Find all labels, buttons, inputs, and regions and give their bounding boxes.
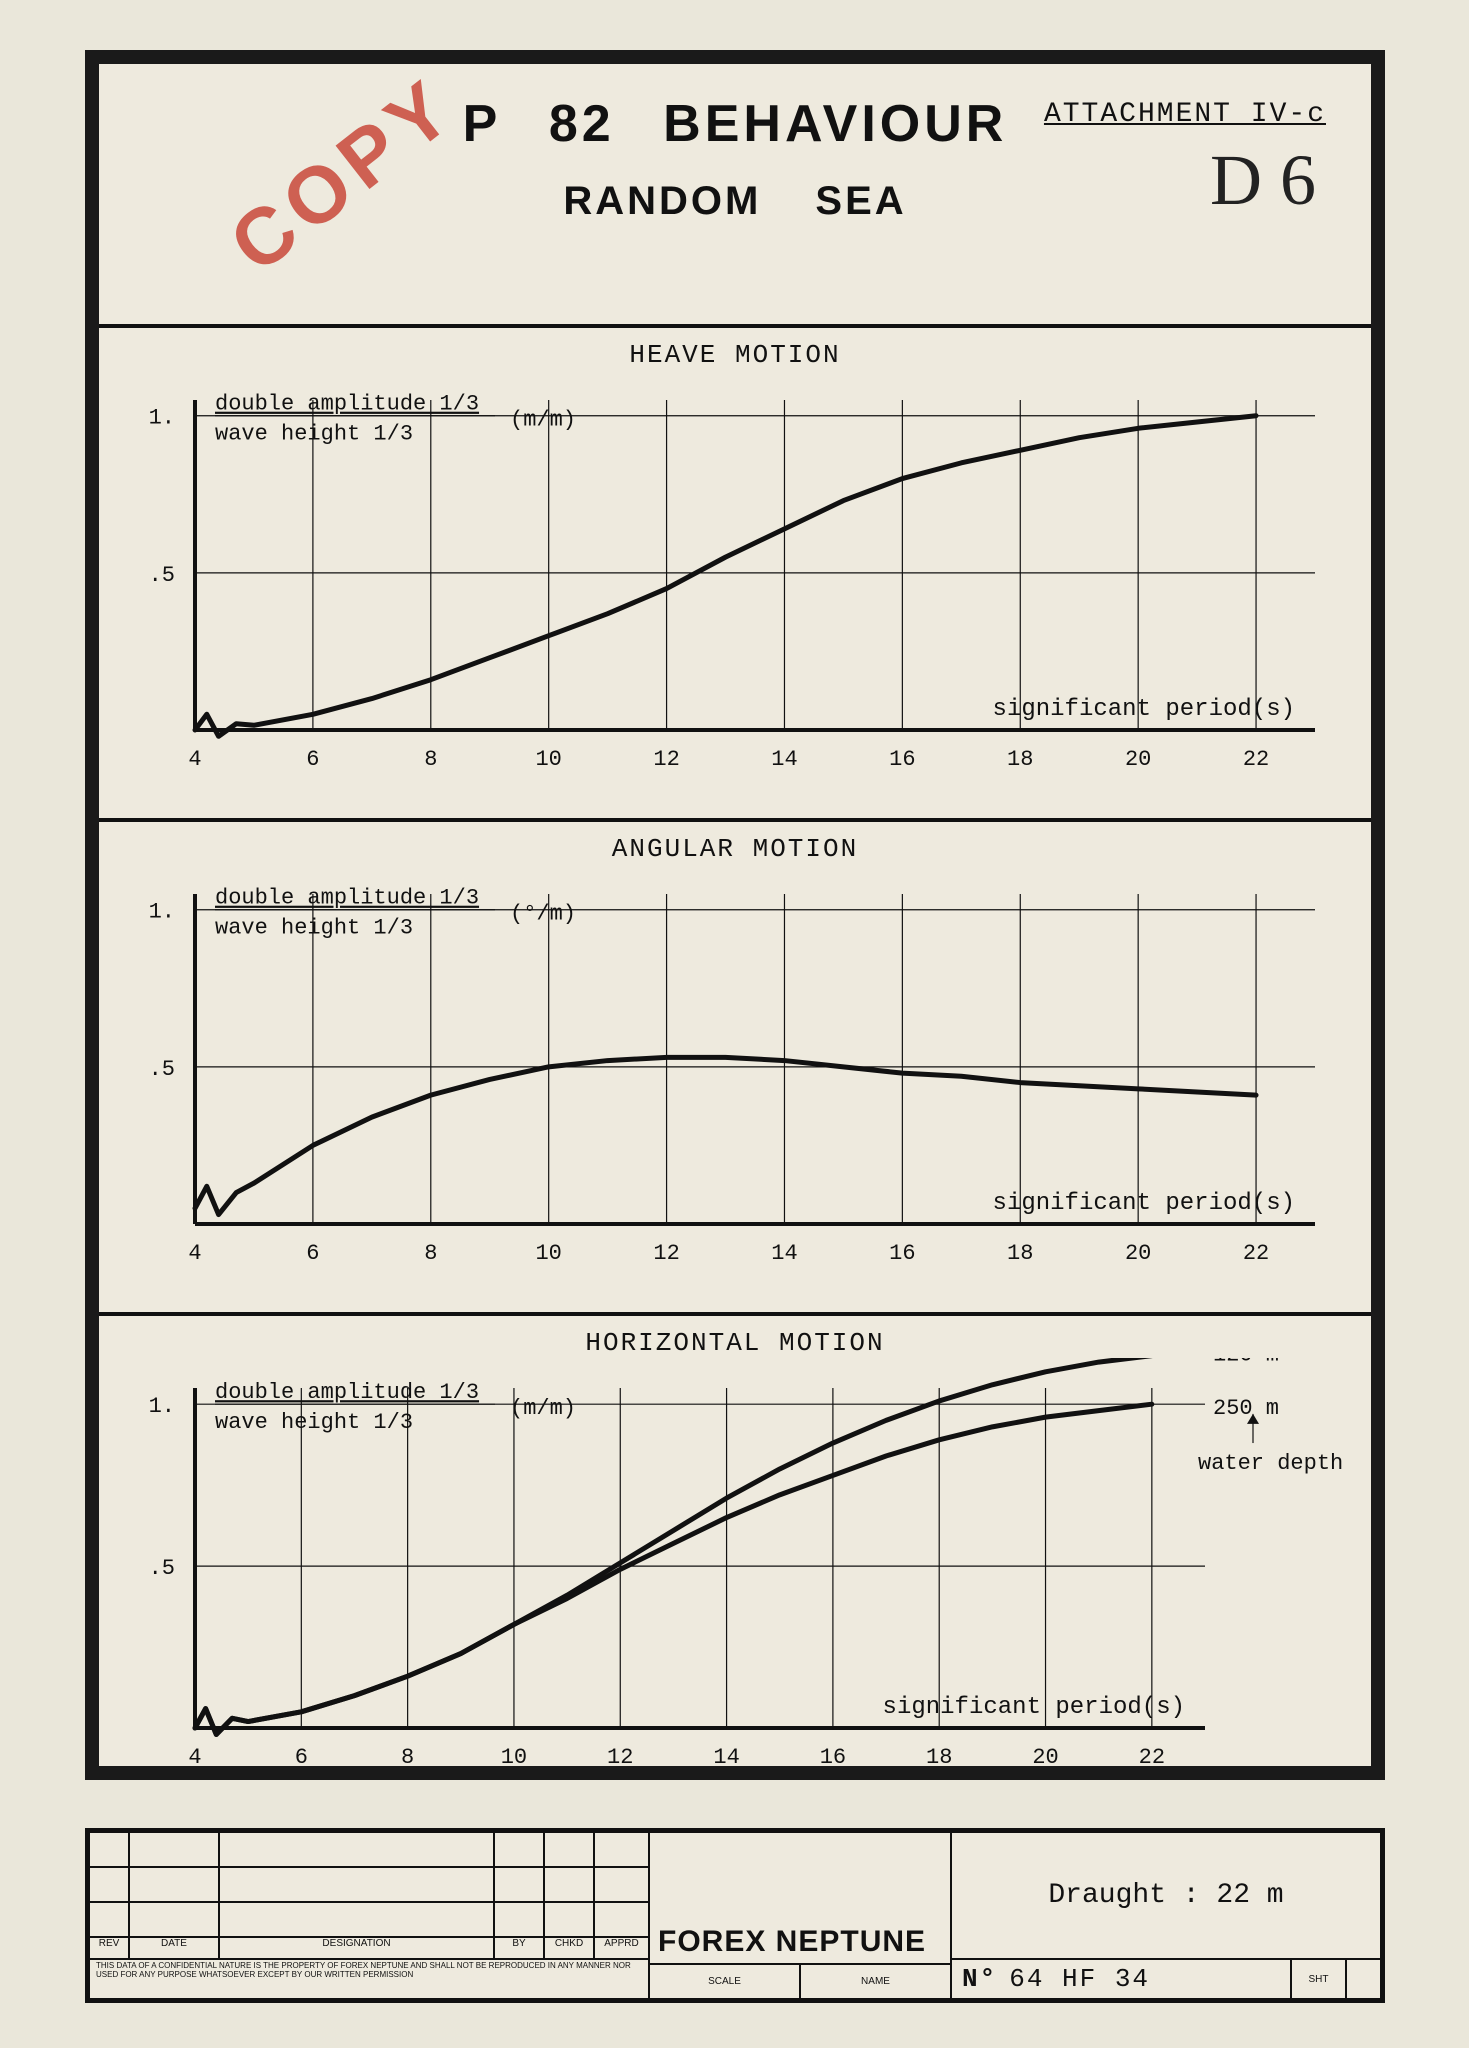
svg-text:wave height 1/3: wave height 1/3 [215, 916, 413, 941]
rev-header-rev: REV [89, 1937, 129, 1959]
svg-text:16: 16 [820, 1745, 846, 1770]
svg-text:22: 22 [1243, 1241, 1269, 1266]
svg-text:significant period(s): significant period(s) [993, 1190, 1295, 1217]
svg-text:(m/m): (m/m) [510, 408, 576, 433]
svg-text:18: 18 [1007, 1241, 1033, 1266]
drawing-title-block: REV DATE DESIGNATION BY CHKD APPRD THIS … [85, 1828, 1385, 2003]
svg-text:(m/m): (m/m) [510, 1396, 576, 1421]
svg-text:10: 10 [535, 747, 561, 772]
drawing-no-prefix: N° [962, 1964, 997, 1994]
svg-text:12: 12 [653, 747, 679, 772]
svg-text:18: 18 [1007, 747, 1033, 772]
svg-text:8: 8 [424, 1241, 437, 1266]
rev-header-date: DATE [129, 1937, 219, 1959]
svg-text:18: 18 [926, 1745, 952, 1770]
scale-label: SCALE [649, 1964, 800, 1999]
svg-text:10: 10 [535, 1241, 561, 1266]
draught-text: Draught : 22 m [1048, 1880, 1283, 1911]
page-root: COPY ATTACHMENT IV-c D 6 P 82 BEHAVIOUR … [0, 0, 1469, 2048]
svg-text:10: 10 [501, 1745, 527, 1770]
disclaimer-text: THIS DATA OF A CONFIDENTIAL NATURE IS TH… [89, 1959, 649, 1999]
svg-text:8: 8 [424, 747, 437, 772]
svg-text:4: 4 [188, 747, 201, 772]
svg-text:8: 8 [401, 1745, 414, 1770]
company-name: FOREX NEPTUNE [650, 1921, 934, 1963]
chart-angular-title: ANGULAR MOTION [99, 822, 1371, 864]
svg-text:double amplitude 1/3: double amplitude 1/3 [215, 392, 479, 417]
svg-text:6: 6 [306, 1241, 319, 1266]
chart-angular: 4 6 8 10 12 14 16 18 20 22 .5 1. double amplitude 1/… [115, 864, 1355, 1294]
rev-header-apprd: APPRD [594, 1937, 649, 1959]
svg-text:14: 14 [713, 1745, 739, 1770]
svg-text:1.: 1. [149, 1394, 175, 1419]
svg-text:1.: 1. [149, 900, 175, 925]
chart-heave: 4 6 8 10 12 14 16 18 20 22 .5 1. double amplitude 1/… [115, 370, 1355, 800]
chart-horizontal-title: HORIZONTAL MOTION [99, 1316, 1371, 1358]
name-label: NAME [800, 1964, 951, 1999]
drawing-no: 64 HF 34 [1009, 1964, 1150, 1994]
svg-text:12: 12 [607, 1745, 633, 1770]
svg-text:6: 6 [295, 1745, 308, 1770]
svg-text:22: 22 [1139, 1745, 1165, 1770]
svg-text:12: 12 [653, 1241, 679, 1266]
subtitle: RANDOM SEA [99, 179, 1371, 224]
chart-heave-row: HEAVE MOTION 4 6 8 10 12 14 16 18 20 22 .5 1. double… [99, 324, 1371, 818]
rev-header-designation: DESIGNATION [219, 1937, 494, 1959]
svg-text:14: 14 [771, 747, 797, 772]
svg-text:6: 6 [306, 747, 319, 772]
svg-text:14: 14 [771, 1241, 797, 1266]
svg-text:significant period(s): significant period(s) [883, 1694, 1185, 1721]
svg-text:22: 22 [1243, 747, 1269, 772]
svg-text:16: 16 [889, 1241, 915, 1266]
chart-horizontal: 4 6 8 10 12 14 16 18 20 22 .5 1. double amplitude 1/… [115, 1358, 1355, 1798]
svg-text:.5: .5 [149, 1057, 175, 1082]
svg-text:(°/m): (°/m) [510, 902, 576, 927]
svg-text:1.: 1. [149, 406, 175, 431]
attachment-label: ATTACHMENT IV-c [1044, 99, 1326, 130]
svg-text:20: 20 [1125, 1241, 1151, 1266]
outer-frame: COPY ATTACHMENT IV-c D 6 P 82 BEHAVIOUR … [85, 50, 1385, 1780]
svg-text:20: 20 [1125, 747, 1151, 772]
svg-text:significant period(s): significant period(s) [993, 696, 1295, 723]
handwritten-note: D 6 [1210, 139, 1316, 222]
svg-text:120 m: 120 m [1213, 1358, 1279, 1368]
svg-text:16: 16 [889, 747, 915, 772]
svg-text:double amplitude 1/3: double amplitude 1/3 [215, 886, 479, 911]
svg-text:wave height 1/3: wave height 1/3 [215, 422, 413, 447]
svg-text:water depth: water depth [1198, 1451, 1343, 1476]
chart-heave-title: HEAVE MOTION [99, 328, 1371, 370]
svg-text:250 m: 250 m [1213, 1396, 1279, 1421]
chart-horizontal-row: HORIZONTAL MOTION 4 6 8 10 12 14 16 18 20 22 .5 1. d… [99, 1312, 1371, 1816]
rev-header-by: BY [494, 1937, 544, 1959]
svg-text:4: 4 [188, 1745, 201, 1770]
rev-header-chkd: CHKD [544, 1937, 594, 1959]
sheet-label: SHT [1291, 1959, 1346, 1999]
svg-text:double amplitude 1/3: double amplitude 1/3 [215, 1380, 479, 1405]
svg-text:.5: .5 [149, 563, 175, 588]
svg-text:20: 20 [1032, 1745, 1058, 1770]
svg-text:wave height 1/3: wave height 1/3 [215, 1410, 413, 1435]
svg-text:.5: .5 [149, 1556, 175, 1581]
svg-text:4: 4 [188, 1241, 201, 1266]
chart-angular-row: ANGULAR MOTION 4 6 8 10 12 14 16 18 20 22 .5 1. doub… [99, 818, 1371, 1312]
